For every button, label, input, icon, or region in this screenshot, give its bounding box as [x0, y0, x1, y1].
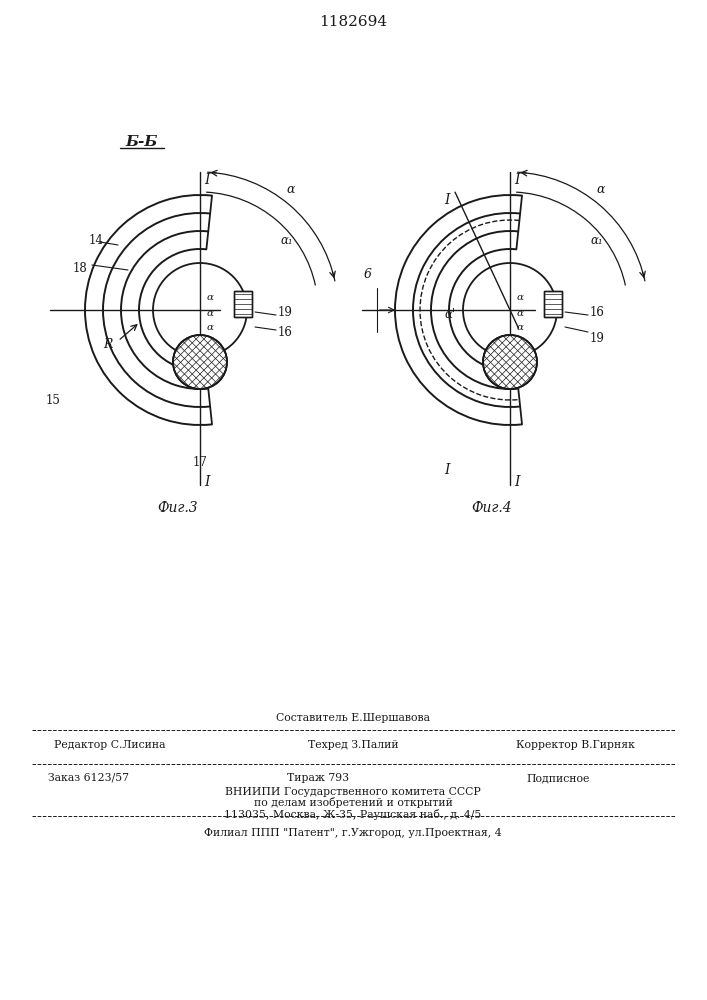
Text: 1182694: 1182694	[319, 15, 387, 29]
Text: 19: 19	[590, 332, 605, 344]
Text: α: α	[597, 183, 605, 196]
Text: I: I	[444, 193, 450, 207]
Text: по делам изобретений и открытий: по делам изобретений и открытий	[254, 798, 452, 808]
Text: I: I	[204, 173, 210, 187]
Text: Корректор В.Гирняк: Корректор В.Гирняк	[515, 740, 634, 750]
Bar	[544, 291, 562, 317]
Text: Б-Б: Б-Б	[126, 135, 158, 149]
Text: α: α	[207, 294, 214, 302]
Text: Составитель Е.Шершавова: Составитель Е.Шершавова	[276, 713, 430, 723]
Circle shape	[483, 335, 537, 389]
Text: α: α	[207, 308, 214, 318]
Text: Заказ 6123/57: Заказ 6123/57	[47, 773, 129, 783]
Text: α₁: α₁	[590, 234, 603, 247]
Text: 16: 16	[590, 306, 605, 320]
Text: Редактор С.Лисина: Редактор С.Лисина	[54, 740, 165, 750]
Text: α₁: α₁	[281, 234, 293, 247]
Text: Техред З.Палий: Техред З.Палий	[308, 740, 398, 750]
Text: I: I	[444, 463, 450, 477]
Text: Фиг.4: Фиг.4	[472, 501, 513, 515]
Text: α: α	[517, 294, 524, 302]
Text: 19: 19	[278, 306, 293, 320]
Text: 113035, Москва, Ж-35, Раушская наб., д. 4/5: 113035, Москва, Ж-35, Раушская наб., д. …	[224, 808, 481, 820]
Bar	[234, 291, 252, 317]
Text: α: α	[207, 324, 214, 332]
Text: α: α	[517, 324, 524, 332]
Text: 14: 14	[88, 233, 103, 246]
Text: 17: 17	[192, 456, 207, 470]
Text: α: α	[287, 183, 296, 196]
Text: ВНИИПИ Государственного комитета СССР: ВНИИПИ Государственного комитета СССР	[225, 787, 481, 797]
Text: Филиал ППП "Патент", г.Ужгород, ул.Проектная, 4: Филиал ППП "Патент", г.Ужгород, ул.Проек…	[204, 828, 502, 838]
Text: 15: 15	[45, 393, 60, 406]
Text: I: I	[514, 173, 520, 187]
Text: 6: 6	[364, 268, 372, 282]
Text: Подписное: Подписное	[526, 773, 590, 783]
Text: Фиг.3: Фиг.3	[158, 501, 198, 515]
Bar	[234, 291, 252, 317]
Text: 18: 18	[73, 261, 88, 274]
Text: R: R	[103, 338, 112, 352]
Text: α': α'	[445, 308, 455, 322]
Text: I: I	[204, 475, 210, 489]
Text: I: I	[514, 475, 520, 489]
Text: Тираж 793: Тираж 793	[287, 773, 349, 783]
Text: α: α	[517, 308, 524, 318]
Text: 16: 16	[278, 326, 293, 338]
Bar	[544, 291, 562, 317]
Circle shape	[173, 335, 227, 389]
